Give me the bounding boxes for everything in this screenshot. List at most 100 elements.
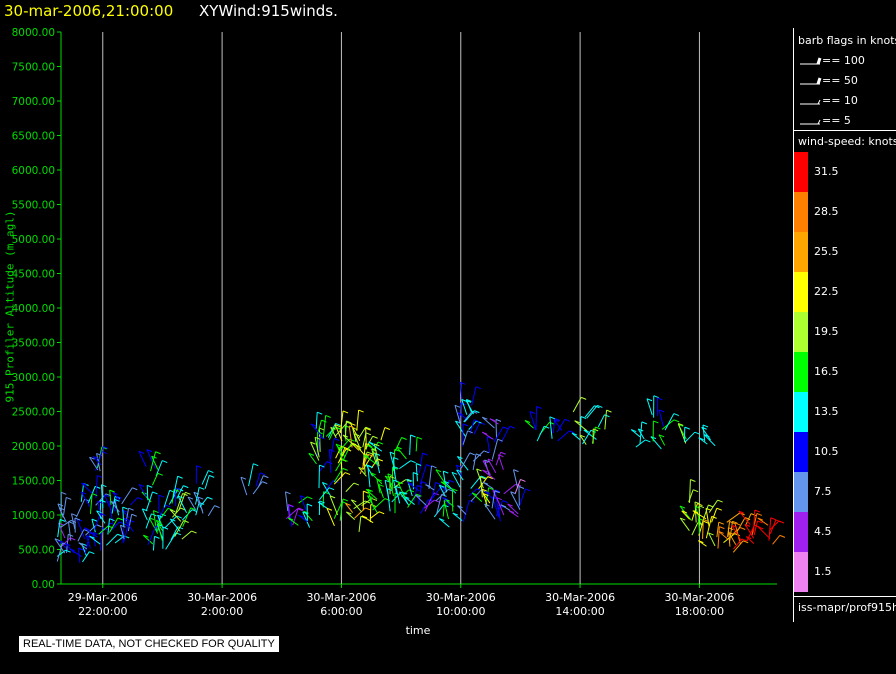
wind-barb <box>646 398 653 416</box>
wind-barb-flag <box>697 503 703 507</box>
wind-barb-flag <box>717 499 723 503</box>
wind-barb <box>769 520 780 531</box>
wind-barb-flag <box>297 508 303 512</box>
wind-barb-flag <box>431 465 437 469</box>
wind-barb <box>54 538 66 554</box>
quality-notice: REAL-TIME DATA, NOT CHECKED FOR QUALITY <box>19 636 279 652</box>
wind-barb <box>335 443 346 458</box>
wind-barb-flag <box>507 503 513 507</box>
wind-barb-flag <box>337 446 343 450</box>
wind-barb-flag <box>434 499 440 503</box>
wind-barb-flag <box>476 468 482 472</box>
wind-barb-flag <box>482 416 488 420</box>
wind-barb-flag <box>132 487 138 491</box>
wind-barb-flag <box>549 416 556 420</box>
wind-barb <box>705 516 713 539</box>
x-tick-time: 14:00:00 <box>555 605 604 618</box>
wind-barb-flag <box>742 540 749 544</box>
wind-barb-flag <box>495 418 502 422</box>
wind-barb <box>493 426 504 443</box>
wind-barb-flag <box>102 446 109 449</box>
wind-barb-flag <box>147 484 153 488</box>
wind-barb-flag <box>426 464 432 468</box>
wind-barb-flag <box>92 456 99 459</box>
wind-barb-flag <box>314 436 321 440</box>
wind-barb <box>597 414 605 428</box>
wind-barb-flag <box>137 497 143 500</box>
legend-divider <box>794 130 896 131</box>
wind-barb-flag <box>487 458 494 462</box>
wind-barb-flag <box>341 445 347 449</box>
wind-barb <box>536 425 545 442</box>
wind-barb-flag <box>462 423 469 427</box>
wind-barb <box>731 525 742 542</box>
wind-barb-flag <box>452 488 458 492</box>
wind-barb-flag <box>442 497 448 500</box>
wind-barb-flag <box>177 475 183 479</box>
x-tick-date: 30-Mar-2006 <box>545 591 615 604</box>
wind-barb <box>145 491 153 511</box>
wind-barb-flag <box>288 504 294 507</box>
color-scale-label: 4.5 <box>814 525 832 538</box>
wind-barb <box>252 481 263 495</box>
wind-barb-flag <box>395 485 401 489</box>
wind-barb <box>89 535 101 545</box>
wind-barb <box>391 491 402 503</box>
barb-legend-label: == 10 <box>822 94 858 107</box>
wind-barb-flag <box>457 505 463 509</box>
color-swatch <box>794 512 808 552</box>
wind-barb <box>187 496 197 511</box>
wind-barb-flag <box>78 547 84 551</box>
wind-barb-flag <box>367 451 373 455</box>
wind-barb-flag <box>393 457 399 460</box>
wind-barb-flag <box>480 476 486 480</box>
wind-barb-flag <box>734 522 741 526</box>
wind-barb-flag <box>317 501 324 505</box>
wind-barb <box>287 504 291 521</box>
wind-barb <box>342 443 352 461</box>
wind-barb-flag <box>645 439 651 443</box>
wind-barb <box>387 473 395 496</box>
wind-barb-flag <box>673 419 680 423</box>
wind-barb-flag <box>97 474 103 478</box>
wind-barb-flag <box>66 496 72 500</box>
wind-barb-flag <box>65 543 71 546</box>
wind-barb <box>557 430 570 442</box>
wind-barb <box>82 551 90 563</box>
wind-barb <box>125 508 130 523</box>
wind-barb-flag <box>100 499 106 503</box>
wind-barb <box>326 508 335 526</box>
wind-barb-flag <box>376 478 383 482</box>
wind-barb <box>106 533 118 546</box>
barb-legend-title: barb flags in knots <box>798 34 896 47</box>
wind-barb <box>452 512 463 522</box>
wind-barb-flag <box>329 449 335 452</box>
wind-barb-flag <box>321 419 327 423</box>
wind-barb <box>433 504 444 518</box>
wind-barb <box>335 421 348 437</box>
wind-barb <box>514 479 521 495</box>
wind-barb-flag <box>410 460 416 464</box>
wind-barb <box>423 499 435 509</box>
wind-barb-flag <box>287 517 294 521</box>
wind-barb-flag <box>422 452 428 456</box>
wind-barb <box>365 464 373 477</box>
wind-barb-flag <box>110 522 116 526</box>
wind-barb <box>110 501 120 513</box>
wind-barb <box>57 503 64 518</box>
wind-barb <box>66 534 69 554</box>
wind-barb <box>159 508 169 520</box>
wind-barb-flag <box>653 395 659 399</box>
y-tick-label: 8000.00 <box>12 27 55 39</box>
wind-barb-flag <box>513 469 519 473</box>
wind-barb-flag <box>317 411 323 415</box>
wind-barb-flag <box>191 509 198 513</box>
wind-barb <box>91 518 96 533</box>
wind-barb-flag <box>416 493 422 497</box>
wind-barb-flag <box>109 518 115 522</box>
wind-barb-flag <box>333 480 339 484</box>
wind-barb-flag <box>157 514 163 518</box>
wind-barb-flag <box>482 460 489 464</box>
wind-barb-flag <box>474 410 480 414</box>
wind-barb-flag <box>756 512 763 516</box>
